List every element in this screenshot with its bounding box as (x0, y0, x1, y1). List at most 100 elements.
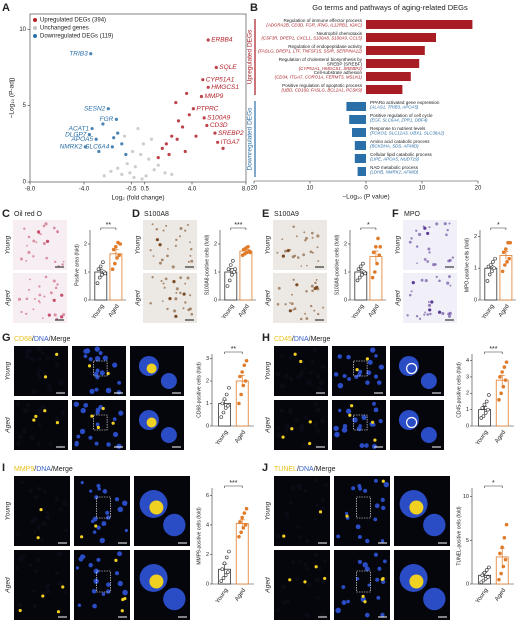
nucleus (73, 401, 80, 407)
stain-spot (290, 302, 294, 306)
point (504, 522, 509, 527)
stain-spot (314, 281, 317, 285)
point (97, 149, 101, 154)
positive-cell (168, 297, 172, 301)
x-tick-label: 10 (419, 186, 426, 192)
point (201, 78, 205, 82)
point (224, 392, 229, 397)
nucleus (297, 559, 303, 565)
y-tick-label: 4 (206, 522, 209, 528)
positive-cell (36, 230, 41, 234)
nucleus (75, 566, 80, 570)
point (240, 370, 244, 374)
nucleus (37, 422, 42, 427)
nucleus (281, 600, 287, 605)
nucleus (99, 537, 105, 544)
legend-marker (33, 26, 37, 30)
nucleus (114, 571, 120, 576)
nucleus (357, 559, 363, 565)
point (226, 570, 230, 574)
nucleus (358, 369, 363, 374)
point (114, 117, 118, 121)
nucleus (45, 515, 51, 520)
nucleus (288, 376, 294, 382)
gene-label: PTPRC (196, 105, 218, 112)
point (360, 272, 364, 277)
stain-spot (52, 279, 56, 283)
point (487, 565, 491, 570)
nucleus (97, 487, 101, 491)
point (503, 263, 507, 267)
gene-label: APOA5 (70, 136, 93, 143)
stain-spot (43, 295, 46, 298)
point (147, 157, 151, 161)
micrograph (13, 220, 67, 270)
positive-cell (39, 508, 43, 512)
point (507, 256, 512, 261)
stain-spot (306, 264, 308, 267)
positive-cell (288, 578, 292, 582)
stain-spot (317, 260, 320, 262)
point (377, 253, 382, 257)
nucleus (16, 532, 20, 536)
x-tick-label: Aged (108, 304, 121, 319)
nucleus (99, 370, 105, 376)
stain-spot (158, 261, 162, 265)
positive-cell (409, 574, 424, 589)
nucleus (378, 418, 383, 424)
panel-title: S100A9 (274, 211, 299, 218)
point (490, 269, 494, 274)
nucleus (24, 353, 31, 359)
nucleus (20, 480, 24, 485)
nucleus (315, 374, 321, 379)
positive-cell (288, 309, 292, 313)
nucleus (361, 414, 367, 420)
x-tick-label: Young (481, 304, 496, 321)
image-row-label: Aged (135, 290, 142, 307)
nucleus (117, 506, 124, 513)
nucleus (299, 423, 305, 429)
y-tick-label: 0 (344, 297, 347, 303)
point (357, 275, 362, 280)
positive-cell (308, 441, 312, 446)
nucleus (48, 442, 53, 447)
stain-spot (317, 312, 320, 316)
nucleus (80, 480, 84, 485)
y-tick-label: 0 (206, 423, 209, 429)
nucleus (362, 562, 368, 568)
gene-label: SREBP2 (218, 130, 244, 137)
stain-spot (42, 242, 46, 246)
positive-cell (101, 406, 105, 411)
nucleus (106, 589, 111, 594)
nucleus (371, 443, 377, 449)
legend-marker (33, 34, 37, 38)
stain-spot (415, 229, 418, 232)
nucleus (96, 557, 101, 562)
point (202, 116, 206, 120)
title-part: DNA (299, 466, 314, 473)
y-axis-title: S100A8-positive cells (fold) (204, 234, 210, 295)
stain-spot (311, 289, 314, 293)
point (110, 145, 114, 149)
positive-cell (430, 300, 434, 304)
nucleus (92, 516, 98, 522)
nucleus (32, 603, 37, 609)
stain-spot (423, 313, 426, 316)
point (132, 175, 136, 180)
nucleus (34, 495, 39, 500)
image-row-label: Young (5, 501, 12, 520)
positive-cell (146, 363, 157, 374)
nucleus (83, 354, 88, 359)
point (246, 245, 250, 249)
positive-cell (345, 514, 349, 518)
point (112, 136, 116, 140)
point (206, 38, 210, 42)
positive-cell (55, 421, 60, 425)
stain-spot (57, 265, 60, 267)
micrograph (13, 273, 67, 323)
x-tick-label: 20 (475, 186, 482, 192)
nucleus (398, 410, 419, 430)
nucleus (374, 354, 378, 358)
point (152, 168, 156, 172)
term-name: Positive regulation of apoptotic process (282, 83, 363, 88)
